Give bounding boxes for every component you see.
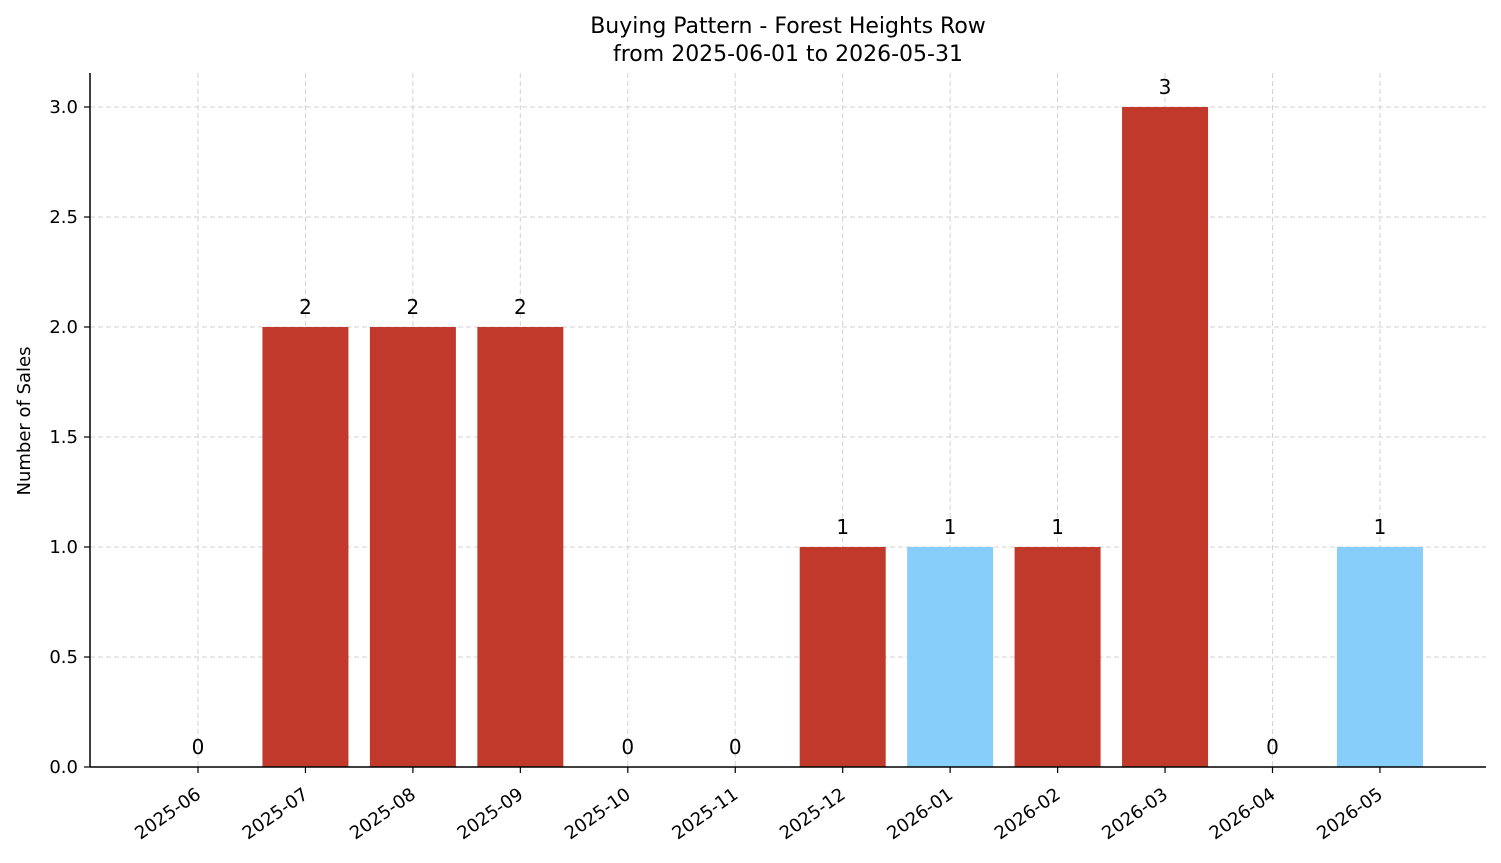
x-tick-label: 2025-09 [454,784,528,844]
x-tick-label: 2025-07 [239,784,313,844]
y-tick-label: 0.0 [49,757,78,778]
x-tick-label: 2026-04 [1206,784,1280,844]
chart-title: Buying Pattern - Forest Heights Row [590,14,986,39]
x-tick-label: 2026-02 [991,784,1065,844]
bar-2025-07 [262,327,349,767]
y-tick-label: 3.0 [49,97,78,118]
chart-subtitle: from 2025-06-01 to 2026-05-31 [613,42,963,67]
bars [262,107,1423,767]
x-tick-label: 2026-01 [883,784,957,844]
bar-2025-12 [799,547,886,767]
bar-2026-03 [1122,107,1209,767]
data-label-2025-10: 0 [621,735,634,759]
data-labels: 0 2 2 2 0 0 1 1 1 3 0 1 [192,75,1387,759]
y-axis-label: Number of Sales [14,346,35,495]
data-label-2025-08: 2 [407,295,420,319]
x-tick-label: 2025-11 [668,784,742,844]
data-label-2026-05: 1 [1374,515,1387,539]
x-tick-label: 2025-08 [346,784,420,844]
bar-2026-01 [907,547,994,767]
x-tick-label: 2025-12 [776,784,850,844]
y-tick-label: 2.5 [49,207,78,228]
data-label-2025-09: 2 [514,295,527,319]
bar-2025-09 [477,327,564,767]
x-tick-label: 2026-05 [1313,784,1387,844]
data-label-2025-11: 0 [729,735,742,759]
y-tick-label: 1.0 [49,537,78,558]
y-tick-label: 0.5 [49,647,78,668]
bar-2026-05 [1336,547,1423,767]
x-tick-label: 2026-03 [1098,784,1172,844]
x-tick-label: 2025-06 [131,784,205,844]
data-label-2026-04: 0 [1266,735,1279,759]
y-tick-label: 2.0 [49,317,78,338]
x-tick-label: 2025-10 [561,784,635,844]
data-label-2026-02: 1 [1051,515,1064,539]
data-label-2025-06: 0 [192,735,205,759]
data-label-2026-01: 1 [944,515,957,539]
data-label-2025-07: 2 [299,295,312,319]
data-label-2026-03: 3 [1159,75,1172,99]
y-tick-label: 1.5 [49,427,78,448]
bar-2025-08 [369,327,456,767]
bar-2026-02 [1014,547,1101,767]
data-label-2025-12: 1 [836,515,849,539]
